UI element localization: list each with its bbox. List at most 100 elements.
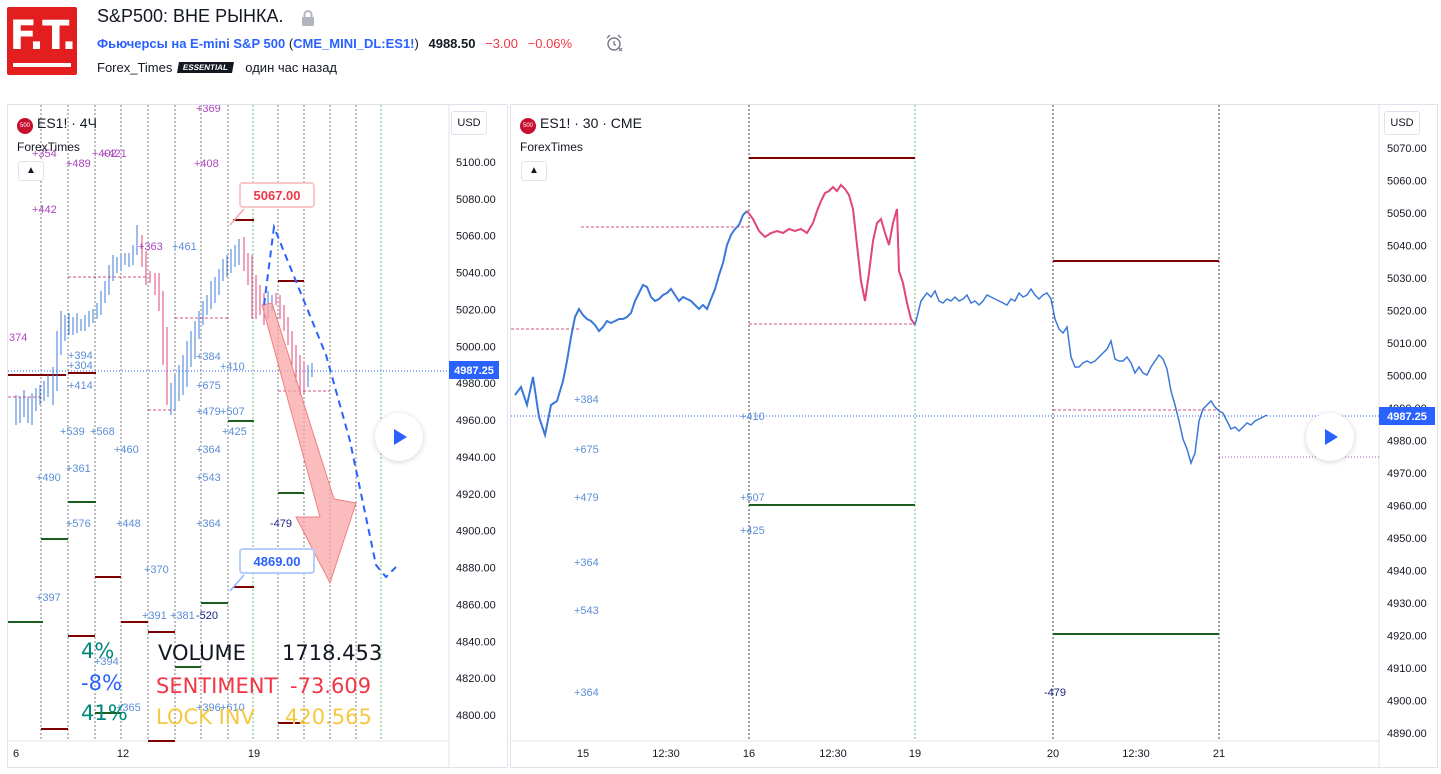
level-annotation: +410 xyxy=(740,411,765,423)
stat-value-lockinv: 420.565 xyxy=(285,705,372,729)
author-name[interactable]: Forex_Times xyxy=(97,60,173,75)
instrument-link[interactable]: Фьючерсы на E-mini S&P 500 xyxy=(97,36,286,51)
right-indicator-name[interactable]: ForexTimes xyxy=(520,140,583,154)
price-tick: 4800.00 xyxy=(456,710,496,722)
stat-label-sentiment: SENTIMENT xyxy=(156,674,278,698)
level-annotation: +361 xyxy=(66,463,91,475)
forecast-arrow xyxy=(261,302,357,585)
price-tick: 4970.00 xyxy=(1387,468,1427,480)
level-annotation: +425 xyxy=(222,426,247,438)
level-annotation: +675 xyxy=(574,444,599,456)
forex-times-logo[interactable]: F.T. xyxy=(7,7,77,75)
price-change-pct: −0.06% xyxy=(527,36,573,51)
logo-underline xyxy=(13,63,71,67)
time-tick: 6 xyxy=(13,748,19,760)
price-tick: 4950.00 xyxy=(1387,533,1427,545)
level-annotation: +461 xyxy=(172,241,197,253)
time-tick: 12:30 xyxy=(652,748,680,760)
time-tick: 12 xyxy=(117,748,129,760)
left-symbol-title[interactable]: 500 ES1! · 4Ч xyxy=(17,115,97,134)
level-annotation: +507 xyxy=(220,406,245,418)
price-tick: 5100.00 xyxy=(456,157,496,169)
price-tick: 5040.00 xyxy=(456,268,496,280)
right-annotations: +384 +675 +479 +364 +543 +364 +410 +507 +425 -479 xyxy=(574,394,1066,699)
author-line: Forex_Times ESSENTIAL один час назад xyxy=(97,60,337,75)
level-annotation: +384 xyxy=(574,394,599,406)
target-up-label: 5067.00 xyxy=(254,188,301,203)
time-tick: 20 xyxy=(1047,748,1059,760)
level-annotation: +397 xyxy=(36,592,61,604)
right-chart-canvas[interactable]: +384 +675 +479 +364 +543 +364 +410 +507 +425 -479… xyxy=(511,105,1437,767)
time-tick: 16 xyxy=(743,748,755,760)
level-annotation: +364 xyxy=(574,687,599,699)
price-tick: 4960.00 xyxy=(456,415,496,427)
price-tick: 4890.00 xyxy=(1387,728,1427,740)
price-tick: 5060.00 xyxy=(456,231,496,243)
right-current-price: 4987.25 xyxy=(1387,411,1427,423)
level-annotation: +364 xyxy=(196,518,221,530)
alarm-clock-icon[interactable] xyxy=(604,33,624,53)
idea-title: S&P500: ВНЕ РЫНКА. xyxy=(97,6,284,26)
level-annotation: +369 xyxy=(196,105,221,115)
left-indicator-name[interactable]: ForexTimes xyxy=(17,140,80,154)
price-tick: 4900.00 xyxy=(456,526,496,538)
logo-text: F.T. xyxy=(9,13,76,59)
level-annotation: +304 xyxy=(68,360,93,372)
price-tick: 5040.00 xyxy=(1387,241,1427,253)
level-annotation: +543 xyxy=(574,605,599,617)
right-symbol-title[interactable]: 500 ES1! · 30 · CME xyxy=(520,115,642,134)
level-annotation: +396 xyxy=(196,702,221,714)
author-badge: ESSENTIAL xyxy=(177,62,235,73)
projection-path xyxy=(263,223,397,579)
chevron-up-icon: ▲ xyxy=(529,165,539,176)
price-tick: 4900.00 xyxy=(1387,696,1427,708)
level-annotation: +448 xyxy=(116,518,141,530)
time-tick: 12:30 xyxy=(819,748,847,760)
right-price-axis: 5070.00 5060.00 5050.00 5040.00 5030.00 5020.… xyxy=(1387,143,1427,740)
level-annotation: +421 xyxy=(102,148,127,160)
left-chart-panel[interactable]: 5067.00 4869.00 +369 +354 +489 +402 +421 +408… xyxy=(7,104,508,768)
level-annotation: +370 xyxy=(144,564,169,576)
level-annotation: +460 xyxy=(114,444,139,456)
left-chart-canvas[interactable]: 5067.00 4869.00 +369 +354 +489+402+421 +408… xyxy=(8,105,507,767)
level-annotation: +568 xyxy=(90,426,115,438)
level-annotation: +364 xyxy=(574,557,599,569)
price-tick: 5020.00 xyxy=(1387,306,1427,318)
price-tick: 4960.00 xyxy=(1387,501,1427,513)
price-tick: 4920.00 xyxy=(1387,631,1427,643)
left-collapse-button[interactable]: ▲ xyxy=(18,161,44,181)
level-annotation: +365 xyxy=(116,702,141,714)
level-annotation: +384 xyxy=(196,351,221,363)
lock-icon xyxy=(302,10,314,26)
level-annotation: -479 xyxy=(1044,687,1066,699)
level-annotation: +610 xyxy=(220,702,245,714)
right-collapse-button[interactable]: ▲ xyxy=(521,161,547,181)
price-tick: 4940.00 xyxy=(456,452,496,464)
right-play-button[interactable] xyxy=(1306,413,1354,461)
time-tick: 15 xyxy=(577,748,589,760)
level-annotation: +408 xyxy=(194,158,219,170)
price-tick: 4820.00 xyxy=(456,673,496,685)
price-tick: 5010.00 xyxy=(1387,338,1427,350)
stat-value-volume: 1718.453 xyxy=(282,641,383,665)
price-tick: 5020.00 xyxy=(456,304,496,316)
level-annotation: +381 xyxy=(170,610,195,622)
stat-pct-lockinv: 41% xyxy=(81,701,128,725)
ticker-link[interactable]: CME_MINI_DL:ES1! xyxy=(293,36,415,51)
level-annotation: +539 xyxy=(60,426,85,438)
right-time-axis: 15 12:30 16 12:30 19 20 12:30 21 xyxy=(577,748,1225,760)
target-down-label: 4869.00 xyxy=(254,554,301,569)
level-annotation: +576 xyxy=(66,518,91,530)
level-annotation: -479 xyxy=(270,518,292,530)
published-time: один час назад xyxy=(245,60,338,75)
right-chart-panel[interactable]: +384 +675 +479 +364 +543 +364 +410 +507 +425 -479… xyxy=(510,104,1438,768)
idea-header: F.T. S&P500: ВНЕ РЫНКА. Фьючерсы на E-mi… xyxy=(0,0,1441,104)
play-icon xyxy=(1325,429,1338,445)
right-currency-button[interactable]: USD xyxy=(1384,111,1420,135)
left-currency-button[interactable]: USD xyxy=(451,111,487,135)
last-price: 4988.50 xyxy=(428,36,476,51)
level-annotation: +394 xyxy=(68,350,93,362)
time-tick: 21 xyxy=(1213,748,1225,760)
level-annotation: +363 xyxy=(138,241,163,253)
left-play-button[interactable] xyxy=(375,413,423,461)
